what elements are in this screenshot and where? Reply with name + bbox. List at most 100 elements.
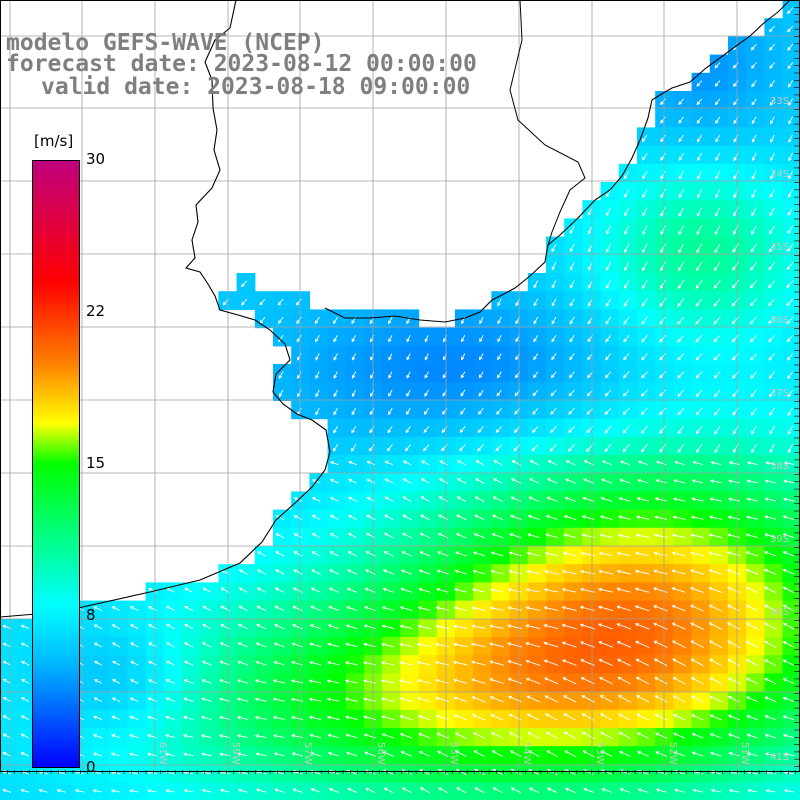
wind-arrow bbox=[710, 460, 722, 466]
coastline-uruguay-brazil bbox=[324, 0, 791, 323]
wind-arrow bbox=[787, 43, 794, 51]
wind-arrow bbox=[732, 443, 739, 454]
speed-cell bbox=[764, 91, 784, 110]
wind-arrow bbox=[637, 460, 649, 466]
wind-arrow bbox=[728, 788, 740, 793]
wind-arrow bbox=[708, 640, 722, 648]
wind-arrow bbox=[728, 733, 740, 739]
wind-arrow bbox=[453, 678, 468, 684]
wind-arrow bbox=[435, 714, 449, 721]
wind-arrow bbox=[2, 733, 12, 739]
wind-arrow bbox=[274, 605, 285, 612]
speed-cell bbox=[527, 782, 547, 800]
wind-arrow bbox=[641, 334, 648, 343]
wind-arrow bbox=[750, 389, 757, 398]
wind-arrow bbox=[478, 371, 484, 379]
speed-cell bbox=[600, 782, 620, 800]
wind-arrow bbox=[56, 788, 66, 793]
wind-arrow bbox=[525, 659, 541, 666]
wind-arrow bbox=[532, 371, 539, 379]
wind-arrow bbox=[745, 568, 759, 575]
wind-arrow bbox=[272, 734, 285, 739]
wind-arrow bbox=[472, 732, 486, 739]
speed-cell bbox=[728, 309, 747, 329]
wind-arrow bbox=[751, 225, 757, 235]
speed-cell bbox=[782, 637, 800, 656]
wind-arrow bbox=[416, 660, 431, 666]
wind-arrow bbox=[695, 353, 703, 361]
wind-arrow bbox=[201, 642, 212, 648]
wind-arrow bbox=[732, 225, 739, 235]
wind-arrow bbox=[764, 604, 777, 612]
wind-arrow bbox=[622, 443, 630, 453]
wind-arrow bbox=[404, 444, 412, 452]
wind-arrow bbox=[388, 371, 393, 379]
longitude-label: 51W bbox=[739, 742, 750, 765]
wind-arrow bbox=[787, 225, 794, 234]
wind-arrow bbox=[635, 676, 650, 685]
wind-arrow bbox=[653, 533, 668, 538]
wind-arrow bbox=[20, 715, 30, 721]
wind-arrow bbox=[382, 751, 394, 757]
wind-arrow bbox=[745, 604, 759, 612]
wind-arrow bbox=[275, 533, 285, 539]
wind-arrow bbox=[550, 407, 557, 415]
wind-arrow bbox=[727, 533, 740, 539]
wind-arrow bbox=[543, 606, 559, 611]
wind-arrow bbox=[455, 551, 467, 557]
wind-arrow bbox=[546, 478, 558, 484]
wind-arrow bbox=[201, 788, 212, 793]
speed-cell bbox=[491, 418, 511, 438]
wind-arrow bbox=[597, 623, 614, 630]
wind-arrow bbox=[238, 605, 248, 612]
wind-arrow bbox=[691, 497, 704, 502]
wind-arrow bbox=[691, 732, 704, 739]
wind-arrow bbox=[293, 515, 303, 521]
wind-arrow bbox=[130, 642, 139, 648]
wind-arrow bbox=[642, 225, 648, 235]
wind-arrow bbox=[20, 660, 30, 666]
wind-arrow bbox=[678, 188, 684, 199]
wind-arrow bbox=[497, 353, 502, 361]
wind-arrow bbox=[292, 587, 303, 593]
wind-arrow bbox=[255, 752, 267, 757]
wind-arrow bbox=[309, 751, 322, 757]
wind-arrow bbox=[659, 279, 666, 290]
wind-arrow bbox=[460, 407, 466, 415]
wind-arrow bbox=[111, 679, 121, 684]
wind-arrow bbox=[507, 642, 523, 648]
wind-arrow bbox=[344, 715, 358, 720]
wind-arrow bbox=[164, 734, 176, 739]
wind-arrow bbox=[605, 207, 612, 217]
wind-arrow bbox=[695, 279, 703, 290]
wind-arrow bbox=[477, 444, 484, 452]
wind-arrow bbox=[333, 425, 338, 434]
wind-arrow bbox=[362, 697, 376, 702]
wind-arrow bbox=[561, 659, 577, 666]
wind-arrow bbox=[293, 533, 303, 539]
wind-arrow bbox=[275, 515, 285, 520]
wind-arrow bbox=[660, 243, 666, 254]
wind-arrow bbox=[788, 134, 793, 143]
wind-arrow bbox=[545, 713, 559, 721]
wind-arrow bbox=[660, 152, 666, 161]
wind-arrow bbox=[182, 734, 194, 739]
wind-arrow bbox=[459, 444, 466, 452]
wind-arrow bbox=[479, 353, 484, 361]
wind-arrow bbox=[601, 460, 613, 466]
wind-arrow bbox=[436, 732, 449, 739]
wind-arrow bbox=[569, 353, 575, 361]
wind-arrow bbox=[454, 569, 467, 575]
wind-arrow bbox=[489, 606, 504, 611]
wind-arrow bbox=[749, 280, 758, 289]
wind-arrow bbox=[471, 588, 486, 593]
wind-arrow bbox=[787, 443, 794, 454]
wind-arrow bbox=[623, 298, 630, 307]
wind-arrow bbox=[308, 660, 322, 666]
wind-arrow bbox=[434, 678, 450, 684]
wind-arrow bbox=[674, 460, 685, 466]
wind-arrow bbox=[660, 225, 666, 236]
wind-arrow bbox=[732, 261, 739, 271]
wind-arrow bbox=[695, 261, 703, 272]
wind-arrow bbox=[641, 371, 648, 379]
